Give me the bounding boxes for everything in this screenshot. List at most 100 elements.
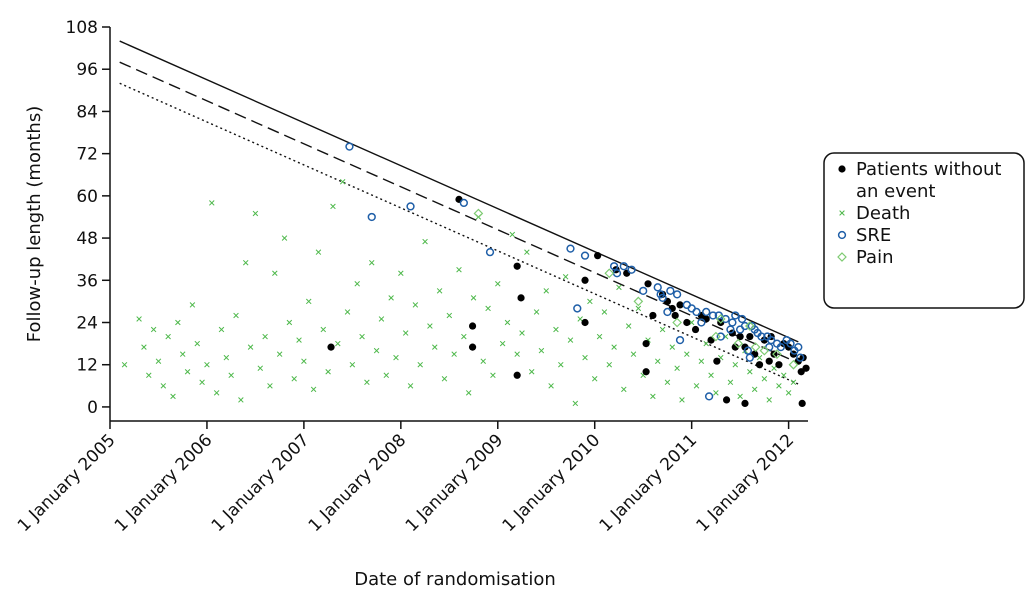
- death-point: [305, 298, 312, 305]
- death-point: [606, 361, 613, 368]
- death-point: [160, 383, 167, 389]
- death-point: [257, 365, 264, 371]
- x-tick-label: 1 January 2010: [499, 430, 605, 536]
- death-point: [567, 337, 574, 343]
- legend-marker: [837, 252, 847, 262]
- pain-point: [788, 359, 799, 370]
- death-point: [339, 179, 346, 185]
- death-point: [790, 379, 797, 386]
- pain-point: [711, 331, 721, 342]
- no-event-point: [765, 357, 773, 365]
- death-point: [262, 333, 268, 340]
- death-point: [596, 333, 603, 340]
- death-point: [276, 351, 283, 357]
- no-event-point: [649, 311, 657, 320]
- death-point: [310, 386, 317, 393]
- death-point: [664, 379, 671, 386]
- no-event-point: [770, 350, 778, 358]
- death-point: [548, 383, 554, 389]
- sre-point: [776, 342, 786, 352]
- death-point: [756, 354, 763, 361]
- death-point: [209, 200, 215, 206]
- death-point: [572, 400, 579, 407]
- pain-point: [759, 345, 770, 356]
- death-point: [325, 368, 331, 375]
- death-point: [727, 379, 734, 386]
- sre-point: [765, 342, 774, 352]
- death-point: [577, 316, 583, 322]
- pain-point: [715, 314, 726, 324]
- death-point: [330, 203, 336, 210]
- death-point: [422, 238, 428, 245]
- death-point: [776, 383, 782, 389]
- death-point: [669, 344, 676, 350]
- pain-point: [750, 342, 761, 352]
- no-event-point: [327, 343, 335, 351]
- death-point: [650, 393, 656, 400]
- death-point: [281, 235, 288, 241]
- sre-point: [737, 314, 747, 324]
- death-point: [519, 330, 525, 336]
- death-point: [587, 298, 593, 305]
- no-event-point: [668, 304, 676, 313]
- sre-point: [663, 307, 672, 317]
- sre-point: [726, 325, 735, 334]
- pain-point: [672, 317, 682, 328]
- no-event-point: [581, 276, 589, 284]
- death-point: [625, 323, 632, 329]
- death-point: [524, 249, 530, 255]
- legend-marker: [837, 230, 847, 240]
- y-tick-label: 96: [76, 60, 98, 80]
- death-point: [301, 358, 307, 364]
- no-event-point: [702, 315, 710, 323]
- death-point: [412, 302, 419, 308]
- y-axis-ticks: 0 12 24 36 48 60 72 84 96 108: [66, 18, 110, 418]
- sre-point: [666, 286, 675, 295]
- death-point: [291, 376, 297, 382]
- death-point: [480, 358, 486, 364]
- no-event-point: [683, 318, 691, 327]
- death-point: [427, 323, 433, 329]
- death-point: [121, 361, 128, 368]
- death-point: [533, 309, 540, 315]
- death-point: [591, 376, 598, 382]
- death-point: [684, 351, 690, 357]
- death-point: [558, 361, 564, 368]
- death-point: [441, 376, 448, 382]
- no-event-point: [736, 332, 744, 341]
- sre-point: [721, 314, 730, 324]
- sre-point: [653, 283, 662, 292]
- death-point: [446, 312, 453, 319]
- death-point: [354, 281, 360, 287]
- death-point: [141, 344, 147, 350]
- death-point: [659, 326, 666, 333]
- dashed-reference-line: [119, 61, 799, 364]
- y-tick-label: 72: [76, 145, 98, 165]
- sre-point: [750, 325, 759, 334]
- death-point: [465, 390, 472, 396]
- sre-point: [708, 311, 718, 320]
- no-event-point: [468, 322, 477, 330]
- no-event-point: [731, 343, 739, 351]
- pain-point: [473, 208, 484, 219]
- death-point: [674, 365, 680, 371]
- y-tick-label: 84: [76, 102, 98, 122]
- death-point: [170, 393, 176, 400]
- legend-marker: [838, 165, 846, 173]
- no-event-point: [468, 343, 477, 351]
- death-point: [582, 354, 588, 361]
- death-point: [402, 330, 409, 336]
- death-point: [470, 295, 477, 301]
- death-point: [242, 259, 249, 266]
- sre-point: [704, 392, 714, 401]
- no-event-point: [581, 318, 589, 327]
- death-point: [199, 379, 205, 386]
- death-point: [417, 361, 423, 368]
- death-point: [320, 326, 327, 333]
- death-point: [495, 281, 501, 287]
- death-point: [398, 270, 404, 277]
- death-point: [485, 305, 491, 312]
- death-point: [272, 270, 278, 277]
